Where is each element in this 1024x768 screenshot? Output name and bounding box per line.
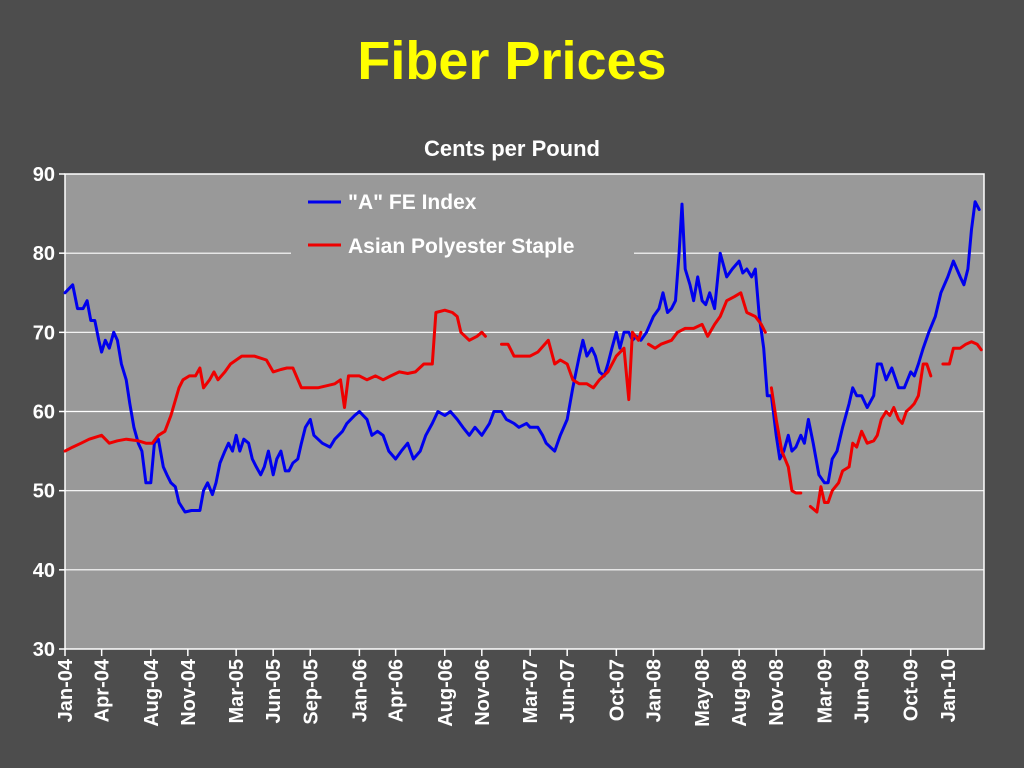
y-tick-label: 70 bbox=[33, 322, 55, 344]
series-line-asian-polyester bbox=[63, 291, 983, 514]
y-axis: 30 40 50 60 70 80 90 bbox=[33, 164, 65, 661]
x-tick-label: Aug-06 bbox=[435, 659, 457, 727]
x-tick-label: Oct-07 bbox=[606, 659, 628, 721]
x-tick-label: Nov-08 bbox=[766, 659, 788, 726]
x-axis: Jan-04 Apr-04 Aug-04 Nov-04 Mar-05 Jun-05 Sep-… bbox=[55, 649, 960, 727]
x-tick-label: May-08 bbox=[692, 659, 714, 727]
x-tick-label: Aug-08 bbox=[729, 659, 751, 727]
y-tick-label: 60 bbox=[33, 402, 55, 424]
x-tick-label: Jun-09 bbox=[852, 659, 874, 723]
x-tick-label: Sep-05 bbox=[300, 659, 322, 725]
chart-subtitle: Cents per Pound bbox=[423, 136, 600, 161]
y-tick-label: 30 bbox=[33, 639, 55, 661]
y-tick-label: 50 bbox=[33, 481, 55, 503]
x-tick-label: Jan-10 bbox=[938, 659, 960, 722]
legend-background bbox=[291, 182, 634, 258]
x-tick-label: Nov-04 bbox=[178, 658, 200, 726]
x-tick-label: Apr-04 bbox=[92, 658, 114, 722]
x-tick-label: Oct-09 bbox=[901, 659, 923, 721]
plot-area-group bbox=[64, 173, 985, 650]
y-tick-label: 40 bbox=[33, 560, 55, 582]
x-tick-label: Mar-09 bbox=[815, 659, 837, 723]
x-tick-label: Nov-06 bbox=[472, 659, 494, 726]
series-line-a-fe-index bbox=[63, 200, 981, 514]
legend: "A" FE Index Asian Polyester Staple bbox=[291, 182, 634, 258]
x-tick-label: Apr-06 bbox=[386, 659, 408, 722]
y-tick-label: 90 bbox=[33, 164, 55, 186]
x-tick-label: Jun-05 bbox=[263, 659, 285, 723]
x-tick-label: Jan-08 bbox=[643, 659, 665, 722]
series-lines bbox=[63, 200, 983, 514]
x-tick-label: Jun-07 bbox=[557, 659, 579, 723]
legend-label-polyester: Asian Polyester Staple bbox=[348, 235, 574, 258]
slide-title: Fiber Prices bbox=[357, 31, 667, 91]
x-tick-label: Aug-04 bbox=[141, 658, 163, 727]
x-tick-label: Jan-06 bbox=[349, 659, 371, 722]
x-tick-label: Mar-07 bbox=[520, 659, 542, 723]
x-tick-label: Mar-05 bbox=[226, 659, 248, 723]
legend-label-a-index: "A" FE Index bbox=[348, 191, 477, 214]
y-tick-label: 80 bbox=[33, 243, 55, 265]
x-tick-label: Jan-04 bbox=[55, 658, 77, 722]
